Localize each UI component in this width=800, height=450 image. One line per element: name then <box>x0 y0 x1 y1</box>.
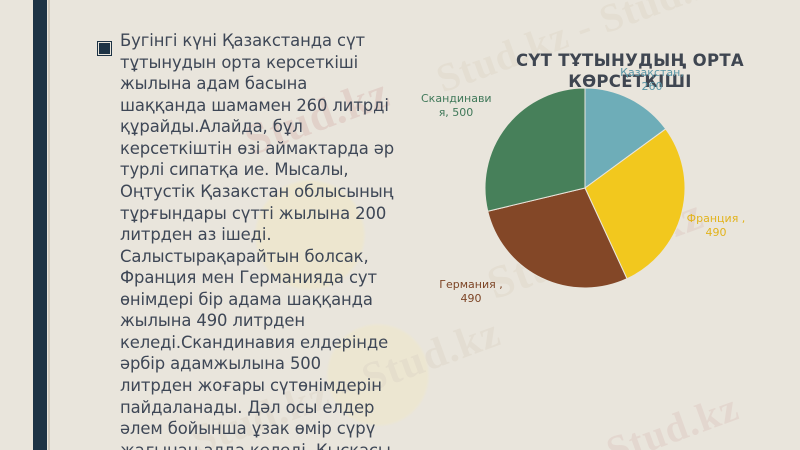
left-accent-hairline <box>48 0 50 450</box>
pie-label-france: Франция , 490 <box>686 212 746 239</box>
pie-chart-svg <box>484 87 686 289</box>
pie-chart: СҮТ ТҰТЫНУДЫҢ ОРТА КӨРСЕТКІШІ Қазақстан,… <box>400 0 800 450</box>
pie-label-qazaqstan: Қазақстан, 260 <box>620 66 684 93</box>
pie-label-scandinavia: Скандинави я, 500 <box>421 92 492 119</box>
left-accent-bar <box>33 0 47 450</box>
body-text-block: Бугінгі күні Қазакстанда сүт тұтынудын о… <box>96 30 396 450</box>
chart-title: СҮТ ТҰТЫНУДЫҢ ОРТА КӨРСЕТКІШІ <box>516 51 744 92</box>
body-paragraph: Бугінгі күні Қазакстанда сүт тұтынудын о… <box>120 31 396 450</box>
pie-slice <box>484 87 586 212</box>
pie-slice-group <box>484 87 686 289</box>
pie-slice <box>584 87 667 189</box>
pie-label-germany: Германия , 490 <box>439 278 503 305</box>
square-bullet-icon <box>98 42 111 55</box>
pie-slice <box>487 187 628 289</box>
